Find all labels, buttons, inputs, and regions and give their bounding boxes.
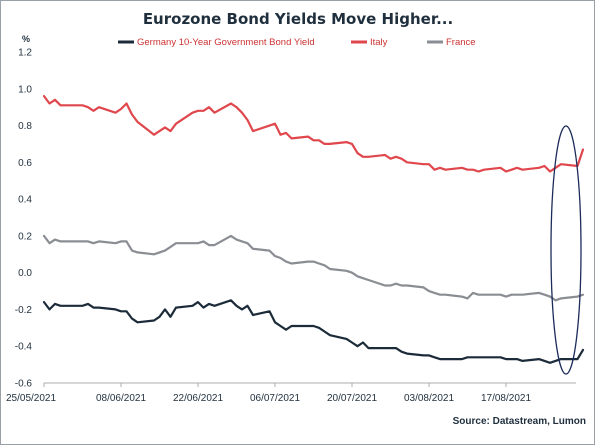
x-tick-label: 25/05/2021 [6,393,56,404]
y-tick-label: -0.6 [15,379,33,390]
chart-legend: Germany 10-Year Government Bond Yield Ita… [118,37,476,48]
series-lines [42,94,585,364]
source-note: Source: Datastream, Lumon [453,416,586,427]
legend-label-france: France [446,37,476,48]
x-tick-label: 06/07/2021 [250,393,300,404]
x-tick-label: 08/06/2021 [96,393,146,404]
x-tick-label: 20/07/2021 [327,393,377,404]
series-line-italy [42,94,585,173]
chart-title: Eurozone Bond Yields Move Higher... [143,10,453,28]
y-tick-label: 0.2 [18,231,32,242]
y-tick-label: 1.2 [18,48,32,59]
y-axis-unit-label: % [22,34,30,44]
x-tick-label: 17/08/2021 [481,393,531,404]
legend-label-germany-10-year-government-bond-yield: Germany 10-Year Government Bond Yield [137,37,315,48]
y-tick-label: -0.2 [15,305,33,316]
highlight-ellipse [550,125,582,375]
y-tick-label: 0.4 [18,195,32,206]
legend-label-italy: Italy [370,37,388,48]
y-tick-label: 0.0 [18,268,32,279]
x-tick-label: 22/06/2021 [173,393,223,404]
x-axis: 25/05/2021 08/06/2021 22/06/2021 06/07/2021… [6,382,576,404]
y-tick-label: 1.0 [18,84,32,95]
series-line-germany-10-year-government-bond-yield [42,299,585,364]
y-tick-label: -0.4 [15,342,33,353]
x-tick-label: 03/08/2021 [404,393,454,404]
y-axis: 1.2 1.0 0.8 0.6 0.4 0.2 0.0 -0.2 -0.4 -0.6 [15,48,33,390]
y-tick-label: 0.6 [18,158,32,169]
y-tick-label: 0.8 [18,121,32,132]
series-line-france [42,234,585,302]
